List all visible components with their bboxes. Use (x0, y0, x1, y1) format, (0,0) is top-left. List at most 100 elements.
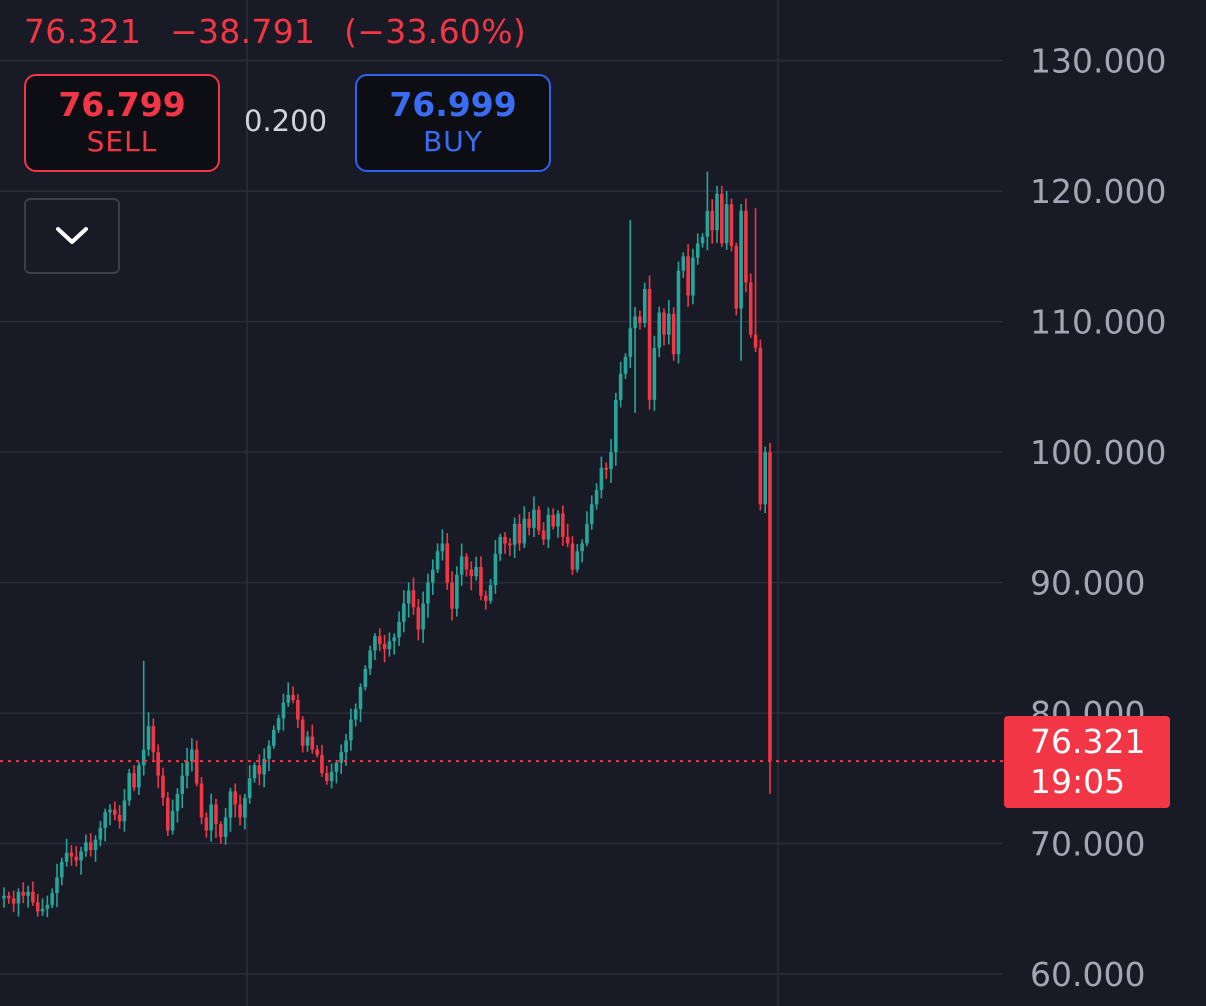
price-change-percent: (−33.60%) (344, 12, 527, 51)
candle-body (768, 452, 772, 762)
candle-body (2, 895, 6, 899)
candle-body (141, 749, 146, 766)
candle-body (209, 804, 213, 831)
candle-body (512, 523, 517, 545)
candle-body (527, 518, 531, 528)
candle-body (26, 891, 30, 896)
candle-body (561, 513, 565, 537)
candle-body (194, 749, 199, 784)
sell-label: SELL (86, 125, 158, 158)
candle-body (271, 730, 276, 746)
candle-body (238, 804, 242, 818)
candle-body (93, 839, 98, 851)
candle-body (373, 636, 377, 651)
candle-body (483, 595, 488, 601)
candle-body (21, 891, 26, 896)
candle-body (339, 752, 344, 763)
spread-value: 0.200 (244, 104, 328, 138)
candle-body (50, 893, 54, 905)
candle-body (60, 861, 64, 878)
candle-body (132, 773, 136, 788)
candle-body (503, 536, 507, 544)
y-tick-label: 60.000 (1030, 955, 1145, 994)
candle-body (455, 574, 459, 609)
candle-body (334, 762, 339, 772)
price-change: −38.791 (170, 12, 316, 51)
last-price: 76.321 (24, 12, 142, 51)
candle-body (137, 765, 141, 788)
candle-body (594, 489, 599, 505)
candle-body (233, 791, 238, 805)
candle-body (98, 827, 103, 840)
candle-body (715, 193, 719, 231)
candle-body (74, 856, 79, 861)
candle-body (609, 452, 613, 470)
candle-body (358, 686, 363, 710)
candle-body (734, 245, 739, 309)
candle-body (214, 804, 218, 824)
candle-body (7, 895, 11, 899)
candle-body (320, 754, 324, 774)
chevron-down-icon (56, 227, 88, 244)
candle-body (387, 641, 392, 650)
candle-body (421, 603, 425, 630)
candle-body (623, 356, 628, 374)
candle-body (45, 904, 50, 909)
candle-body (464, 556, 469, 570)
candle-body (657, 312, 661, 348)
candle-body (117, 814, 122, 822)
candle-body (570, 543, 575, 570)
candle-body (161, 775, 165, 798)
candle-body (729, 204, 734, 246)
candle-body (402, 603, 406, 622)
candle-body (324, 773, 329, 781)
candle-body (305, 736, 310, 746)
sell-button[interactable]: 76.799 SELL (24, 74, 220, 172)
candle-body (681, 256, 686, 271)
collapse-button[interactable] (24, 198, 120, 274)
candle-body (175, 793, 180, 811)
candle-body (700, 236, 705, 244)
buy-button[interactable]: 76.999 BUY (355, 74, 551, 172)
candle-body (720, 193, 724, 244)
candle-body (170, 810, 175, 831)
candles (2, 171, 772, 918)
candle-body (252, 765, 257, 779)
candle-body (151, 726, 156, 753)
candle-body (517, 523, 522, 544)
candle-body (536, 509, 541, 531)
current-price-tag: 76.321 19:05 (1004, 716, 1170, 808)
candle-body (406, 590, 411, 604)
price-axis: 130.000120.000110.000100.00090.00080.000… (1030, 42, 1166, 994)
candle-body (508, 543, 512, 546)
candle-body (479, 566, 483, 596)
candle-body (218, 823, 223, 838)
candle-body (185, 761, 189, 776)
grid-lines (0, 0, 1003, 1006)
candle-body (546, 514, 551, 540)
candle-body (589, 504, 594, 524)
candle-body (604, 467, 609, 470)
candle-body (199, 783, 204, 818)
candle-body (165, 797, 170, 831)
candle-body (541, 530, 546, 540)
candle-body (286, 694, 291, 703)
y-tick-label: 90.000 (1030, 564, 1145, 603)
candle-body (204, 817, 209, 831)
candle-body (580, 543, 584, 552)
candle-body (522, 518, 527, 544)
candle-body (744, 210, 748, 283)
candle-body (190, 749, 194, 762)
candle-body (329, 771, 334, 781)
candle-body (647, 289, 652, 400)
candle-body (430, 569, 435, 583)
buy-label: BUY (423, 125, 483, 158)
candle-body (435, 551, 440, 570)
candle-body (344, 740, 348, 753)
price-tag-time: 19:05 (1030, 762, 1126, 801)
candle-body (84, 842, 88, 852)
candle-body (686, 256, 690, 296)
candle-body (79, 851, 83, 861)
